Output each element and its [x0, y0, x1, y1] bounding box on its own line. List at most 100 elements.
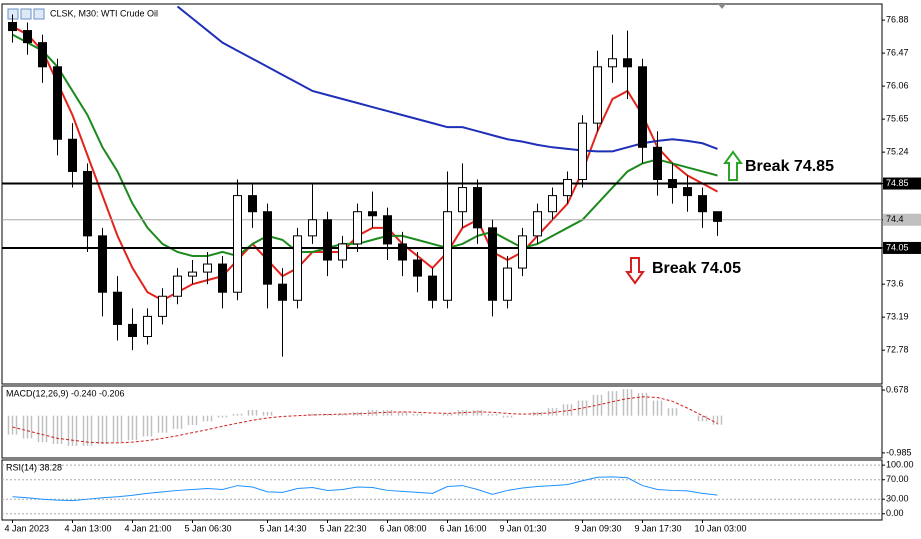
panel-title: MACD(12,26,9) -0.240 -0.206 — [6, 388, 125, 398]
candle-body — [218, 263, 227, 293]
candle-body — [458, 187, 467, 213]
candle-body — [278, 283, 287, 301]
candle-body — [413, 259, 422, 277]
x-tick-label: 6 Jan 16:00 — [440, 523, 487, 533]
candle-body — [203, 263, 212, 273]
rsi-line — [12, 476, 718, 502]
arrow-up — [723, 150, 743, 181]
shift-marker — [718, 4, 726, 9]
candle-body — [293, 235, 302, 301]
candle-body — [473, 187, 482, 229]
candle-body — [173, 275, 182, 297]
x-tick-label: 5 Jan 06:30 — [185, 523, 232, 533]
price-label-bg — [883, 213, 921, 226]
candle-body — [713, 211, 722, 222]
candle-body — [398, 243, 407, 261]
candle-body — [308, 219, 317, 237]
candle-body — [323, 219, 332, 261]
y-tick-label: 74.05 — [886, 242, 909, 252]
candle-body — [428, 275, 437, 301]
x-tick-label: 9 Jan 17:30 — [635, 523, 682, 533]
y-tick-label: 76.47 — [886, 47, 909, 57]
y-tick-label: 76.06 — [886, 80, 909, 90]
candle-body — [548, 195, 557, 213]
rsi-panel — [1, 459, 883, 521]
y-tick-label: 75.24 — [886, 147, 909, 157]
y-tick-label: 72.78 — [886, 345, 909, 355]
candle-body — [563, 179, 572, 197]
price-label-bg — [883, 177, 921, 190]
y-tick-label: 73.6 — [886, 279, 904, 289]
macd-panel — [1, 385, 883, 459]
candle-body — [578, 122, 587, 181]
candle-body — [668, 179, 677, 189]
candle-body — [533, 211, 542, 237]
x-tick-label: 5 Jan 22:30 — [320, 523, 367, 533]
y-tick-label: 0.00 — [886, 508, 904, 518]
y-tick-label: 70.00 — [886, 474, 909, 484]
moving-average — [12, 33, 718, 258]
y-tick-label: 74.85 — [886, 178, 909, 188]
candle-body — [38, 42, 47, 68]
candle-body — [128, 323, 137, 338]
candle-body — [698, 195, 707, 213]
x-tick-label: 9 Jan 09:30 — [575, 523, 622, 533]
candle-body — [368, 211, 377, 217]
price-label-bg — [883, 241, 921, 254]
candle-body — [53, 66, 62, 140]
candle-body — [623, 58, 632, 68]
candle-body — [8, 22, 17, 32]
x-tick-label: 4 Jan 2023 — [5, 523, 50, 533]
y-tick-label: 100.00 — [886, 460, 914, 470]
icon — [20, 8, 32, 20]
candle-body — [638, 66, 647, 148]
y-tick-label: 74.4 — [886, 214, 904, 224]
main-panel — [1, 3, 883, 385]
candle-body — [143, 315, 152, 338]
annotation: Break 74.85 — [745, 158, 834, 175]
y-tick-label: -0.985 — [886, 447, 912, 457]
x-tick-label: 10 Jan 03:00 — [695, 523, 747, 533]
y-tick-label: 30.00 — [886, 494, 909, 504]
chart-header: CLSK, M30: WTI Crude Oil — [50, 8, 158, 18]
candle-body — [653, 146, 662, 181]
candle-body — [248, 195, 257, 213]
candle-body — [98, 235, 107, 293]
x-tick-label: 6 Jan 08:00 — [380, 523, 427, 533]
y-tick-label: 73.19 — [886, 312, 909, 322]
break-up-arrow — [723, 150, 743, 181]
icon — [33, 8, 45, 20]
header-icons — [7, 8, 45, 20]
arrow-down — [625, 257, 645, 285]
candle-body — [608, 58, 617, 68]
candle-body — [263, 211, 272, 285]
x-tick-label: 4 Jan 21:00 — [125, 523, 172, 533]
candle-body — [158, 295, 167, 317]
candle-body — [23, 30, 32, 44]
panel-title: RSI(14) 38.28 — [6, 462, 62, 472]
x-tick-label: 4 Jan 13:00 — [65, 523, 112, 533]
y-tick-label: 76.88 — [886, 14, 909, 24]
candle-body — [383, 215, 392, 245]
candle-body — [443, 211, 452, 301]
x-tick-label: 9 Jan 01:30 — [500, 523, 547, 533]
y-tick-label: 0.678 — [886, 384, 909, 394]
candle-body — [338, 243, 347, 261]
candle-body — [518, 235, 527, 269]
x-tick-label: 5 Jan 14:30 — [260, 523, 307, 533]
moving-average — [12, 25, 718, 302]
candle-body — [233, 195, 242, 293]
candle-body — [188, 271, 197, 277]
moving-average — [176, 5, 718, 153]
candle-body — [353, 211, 362, 245]
annotation: Break 74.05 — [652, 260, 741, 277]
candle-body — [488, 227, 497, 301]
candle-body — [593, 66, 602, 124]
candle-body — [113, 291, 122, 325]
break-down-arrow — [625, 257, 645, 285]
signal-line — [12, 396, 718, 444]
candle-body — [683, 187, 692, 197]
candle-body — [68, 138, 77, 172]
